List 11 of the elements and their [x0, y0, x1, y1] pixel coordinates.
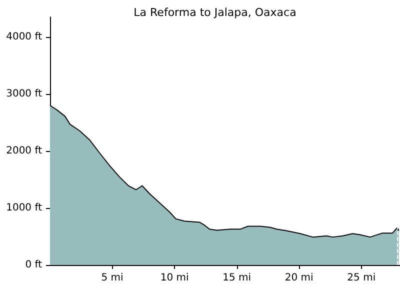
y-tick-label: 2000 ft [6, 145, 42, 156]
chart-title: La Reforma to Jalapa, Oaxaca [134, 6, 296, 19]
x-tick-label: 10 mi [160, 272, 189, 284]
x-tick-label: 5 mi [101, 272, 124, 284]
y-tick-label: 0 ft [25, 260, 42, 270]
x-tick-label: 20 mi [284, 272, 314, 284]
y-tick-label: 4000 ft [6, 31, 42, 42]
y-tick-label: 1000 ft [6, 202, 42, 214]
x-tick-label: 25 mi [347, 272, 376, 284]
x-tick-label: 15 mi [222, 272, 252, 284]
y-tick-label: 3000 ft [6, 88, 42, 100]
